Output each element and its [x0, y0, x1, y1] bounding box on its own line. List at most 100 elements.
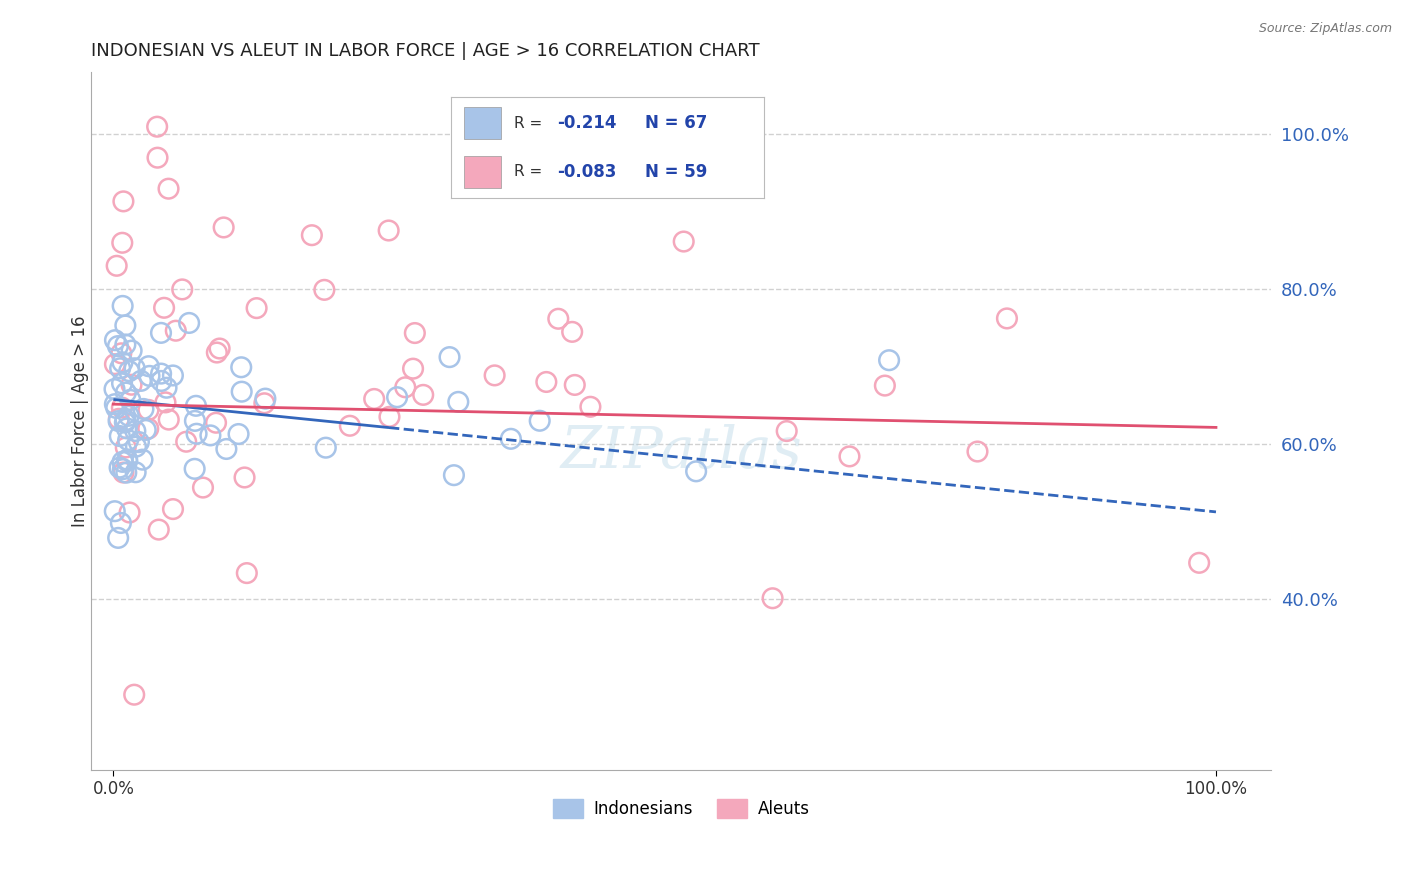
Point: [536, 375, 558, 389]
Point: [184, 399, 207, 413]
Point: [110, 346, 132, 360]
Point: [564, 378, 586, 392]
Point: [205, 345, 228, 359]
Point: [995, 311, 1018, 326]
Point: [111, 299, 134, 313]
Point: [254, 392, 277, 406]
Point: [138, 403, 160, 417]
Point: [1188, 556, 1211, 570]
Point: [108, 412, 131, 426]
Text: Source: ZipAtlas.com: Source: ZipAtlas.com: [1258, 22, 1392, 36]
Point: [579, 400, 602, 414]
Point: [114, 413, 136, 427]
Point: [150, 367, 173, 381]
Point: [363, 392, 385, 406]
Point: [105, 259, 128, 273]
Point: [122, 688, 145, 702]
Point: [155, 395, 177, 409]
Point: [121, 343, 143, 358]
Point: [115, 466, 138, 480]
Point: [117, 433, 139, 447]
Point: [111, 235, 134, 250]
Point: [183, 462, 205, 476]
Point: [111, 462, 134, 476]
Point: [529, 414, 551, 428]
Point: [761, 591, 783, 606]
Point: [205, 416, 228, 430]
Point: [172, 282, 194, 296]
Point: [484, 368, 506, 383]
Point: [112, 466, 135, 480]
Point: [146, 151, 169, 165]
Point: [412, 388, 434, 402]
Point: [499, 432, 522, 446]
Point: [315, 441, 337, 455]
Point: [165, 324, 187, 338]
Point: [184, 414, 207, 428]
Point: [114, 318, 136, 333]
Point: [107, 414, 129, 428]
Point: [104, 333, 127, 347]
Point: [547, 311, 569, 326]
Point: [114, 337, 136, 351]
Point: [124, 361, 146, 376]
Y-axis label: In Labor Force | Age > 16: In Labor Force | Age > 16: [72, 316, 89, 527]
Point: [162, 502, 184, 516]
Point: [877, 353, 900, 368]
Point: [103, 382, 125, 396]
Point: [378, 409, 401, 424]
Point: [118, 364, 141, 378]
Point: [186, 426, 208, 441]
Point: [138, 368, 160, 383]
Point: [132, 401, 155, 416]
Point: [394, 380, 416, 394]
Point: [873, 378, 896, 392]
Point: [118, 409, 141, 423]
Point: [377, 223, 399, 237]
Point: [136, 422, 159, 436]
Point: [231, 384, 253, 399]
Point: [174, 434, 197, 449]
Point: [246, 301, 269, 315]
Point: [114, 441, 136, 455]
Point: [200, 428, 222, 442]
Point: [108, 361, 131, 376]
Point: [124, 424, 146, 438]
Point: [685, 464, 707, 478]
Point: [314, 283, 336, 297]
Point: [124, 465, 146, 479]
Point: [131, 452, 153, 467]
Legend: Indonesians, Aleuts: Indonesians, Aleuts: [547, 792, 815, 824]
Point: [115, 385, 138, 400]
Point: [162, 368, 184, 383]
Point: [111, 455, 134, 469]
Point: [439, 350, 461, 364]
Point: [402, 361, 425, 376]
Point: [135, 423, 157, 437]
Point: [110, 516, 132, 530]
Point: [443, 468, 465, 483]
Point: [157, 412, 180, 426]
Text: ZIPatlas: ZIPatlas: [561, 425, 801, 481]
Point: [148, 523, 170, 537]
Point: [228, 427, 250, 442]
Point: [150, 326, 173, 340]
Point: [233, 470, 256, 484]
Point: [118, 506, 141, 520]
Point: [104, 357, 127, 371]
Point: [253, 396, 276, 410]
Point: [114, 416, 136, 430]
Point: [385, 390, 408, 404]
Point: [115, 452, 138, 467]
Point: [105, 401, 128, 415]
Point: [208, 342, 231, 356]
Point: [212, 220, 235, 235]
Point: [561, 325, 583, 339]
Point: [104, 397, 127, 411]
Point: [776, 424, 799, 438]
Point: [672, 235, 695, 249]
Point: [104, 504, 127, 518]
Point: [108, 429, 131, 443]
Point: [115, 421, 138, 435]
Point: [447, 395, 470, 409]
